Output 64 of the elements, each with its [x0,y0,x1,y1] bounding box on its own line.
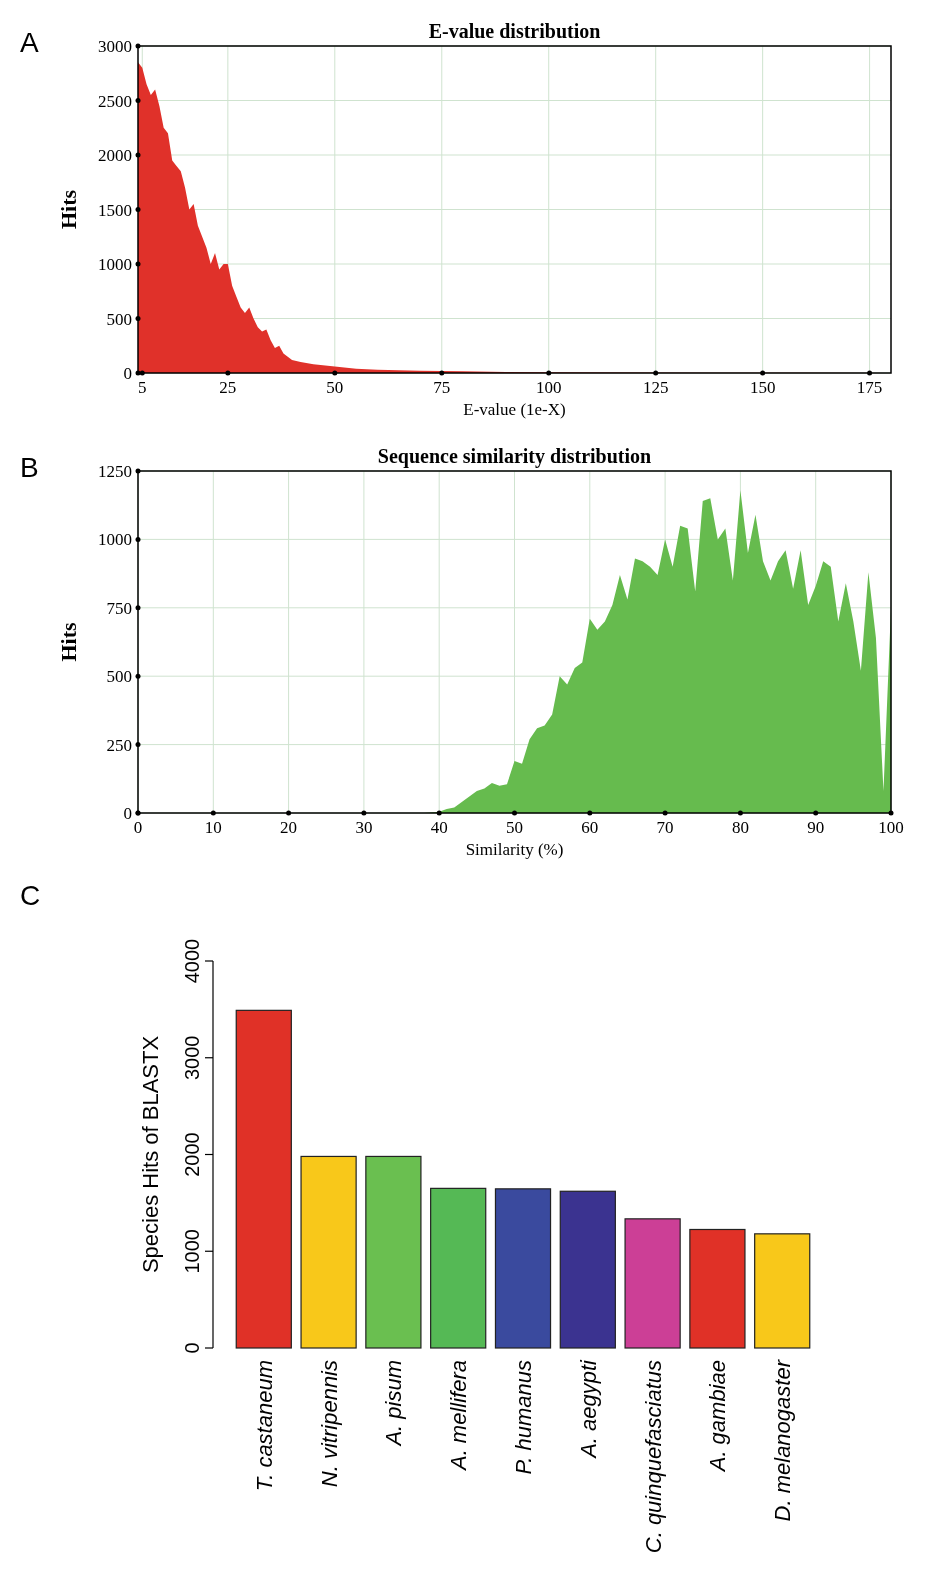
x-tick-label: A. pisum [381,1360,407,1448]
x-tick-label: 10 [204,818,222,837]
x-tick-label: 25 [219,378,237,397]
y-axis-title: Hits [56,622,81,662]
y-tick-label: 1500 [98,200,132,220]
x-tick-label: D. melanogaster [770,1358,796,1522]
x-tick-label: A. aegypti [575,1358,601,1460]
y-tick-label: 1250 [98,462,132,481]
bar [235,1009,292,1349]
y-tick-label: 0 [123,364,132,383]
x-tick-label: 90 [807,818,825,837]
x-tick-label: 75 [433,378,451,397]
x-tick-label: 150 [749,378,776,397]
bar [494,1188,552,1349]
x-tick-label: C. quinquefasciatus [640,1360,666,1554]
text: A [20,27,39,58]
x-tick-label: 100 [878,818,904,837]
x-tick-label: 50 [506,818,523,837]
y-tick-label: 2500 [98,91,132,111]
x-tick-label: N. vitripennis [316,1360,342,1488]
x-tick-label: 100 [535,378,562,397]
bar [689,1228,746,1349]
y-axis-title: Hits [56,189,81,230]
y-axis-title: Species Hits of BLASTX [138,1035,163,1274]
x-tick-label: 5 [138,378,147,397]
x-tick-label: 125 [642,378,669,397]
y-tick-label: 3000 [98,37,132,56]
y-tick-label: 0 [181,1342,203,1354]
x-tick-label: 20 [280,818,298,837]
x-axis-title: E-value (1e-X) [463,400,566,419]
y-tick-label: 500 [106,667,132,687]
chart-title: Sequence similarity distribution [377,445,652,468]
bar [300,1155,357,1349]
x-tick-label: 60 [581,818,599,837]
y-tick-label: 4000 [181,938,203,984]
x-tick-label: 70 [656,818,674,837]
y-tick-label: 0 [123,804,132,823]
x-tick-label: 40 [430,818,448,837]
y-tick-label: 3000 [181,1035,203,1080]
x-tick-label: 50 [326,378,344,397]
x-tick-label: A. gambiae [705,1360,731,1474]
text: B [20,452,39,483]
x-tick-label: A. mellifera [446,1360,472,1473]
x-tick-label: 175 [856,378,883,397]
chart-title: E-value distribution [428,20,601,42]
bar [365,1155,422,1349]
y-tick-label: 2000 [181,1132,203,1177]
x-axis-title: Similarity (%) [465,840,564,859]
x-tick-label: P. humanus [511,1360,536,1475]
text: C [20,880,41,911]
bar [754,1233,811,1349]
y-tick-label: 750 [106,598,132,618]
y-tick-label: 250 [106,735,132,755]
y-tick-label: 1000 [98,255,132,274]
y-tick-label: 2000 [98,146,132,165]
bar [430,1187,487,1349]
bar [624,1218,681,1349]
x-tick-label: 30 [355,818,373,837]
y-tick-label: 1000 [181,1229,203,1274]
y-tick-label: 1000 [98,530,132,550]
y-tick-label: 500 [106,309,132,329]
x-tick-label: T. castaneum [251,1360,277,1492]
bar [559,1190,616,1349]
x-tick-label: 80 [731,818,749,837]
